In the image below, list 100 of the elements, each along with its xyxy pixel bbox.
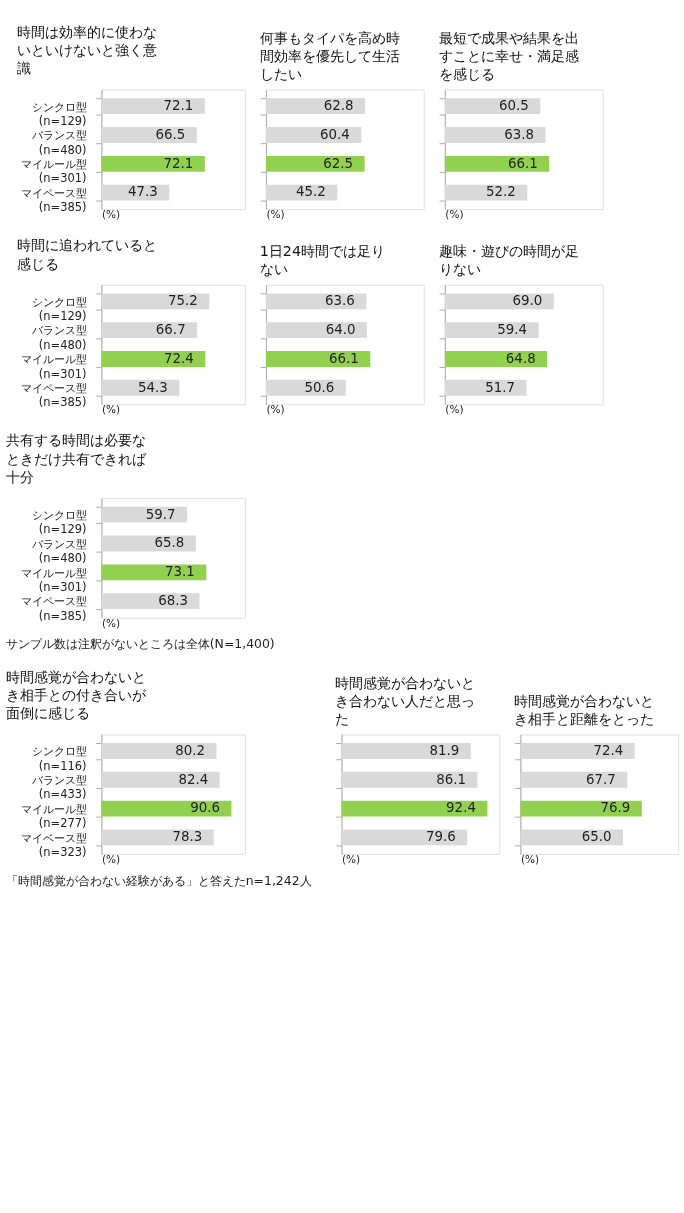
y-tick-label: シンクロ型 (n=116) — [31, 744, 87, 773]
data-label: 81.9 — [429, 742, 460, 758]
data-label: 75.2 — [168, 293, 198, 309]
bar — [444, 127, 546, 143]
bar — [101, 593, 200, 610]
y-tick-label: マイルール型 (n=301) — [20, 157, 87, 186]
y-tick-label: マイペース型 (n=385) — [20, 381, 87, 410]
data-label: 62.8 — [323, 98, 354, 114]
y-tick-label: マイルール型 (n=301) — [20, 565, 87, 594]
data-label: 66.1 — [507, 155, 538, 171]
x-axis-title: (%) — [445, 403, 464, 416]
data-label: 64.8 — [505, 350, 536, 366]
text: サンプル数は注釈がないところは全体(N=1,400) — [5, 636, 275, 652]
data-label: 72.4 — [593, 742, 624, 758]
chart-title: 最短で成果や結果を出すことに幸せ・満足感を感じる — [438, 29, 579, 83]
bar — [444, 322, 539, 339]
bar — [265, 98, 366, 115]
bar — [265, 293, 367, 310]
data-label: 51.7 — [485, 379, 515, 395]
data-label: 47.3 — [128, 184, 158, 200]
bar — [101, 564, 207, 581]
x-axis-title: (%) — [101, 403, 121, 416]
bar — [520, 800, 642, 817]
bar — [444, 155, 550, 172]
data-label: 72.1 — [163, 155, 194, 171]
data-label: 66.7 — [155, 321, 186, 337]
bar — [101, 506, 188, 523]
data-label: 67.7 — [586, 771, 616, 787]
x-axis-title: (%) — [101, 208, 121, 221]
data-label: 62.5 — [323, 155, 354, 171]
data-label: 76.9 — [600, 800, 631, 816]
x-axis-title: (%) — [445, 208, 464, 221]
x-axis-title: (%) — [101, 616, 121, 629]
y-tick-label: マイペース型 (n=385) — [20, 185, 87, 215]
data-label: 86.1 — [436, 771, 466, 787]
data-label: 50.6 — [304, 379, 335, 395]
data-label: 54.3 — [138, 379, 168, 395]
chart-title: 時間は効率的に使わないといけないと強く意識 — [17, 24, 158, 77]
bar — [444, 293, 554, 310]
x-axis-title: (%) — [266, 208, 285, 221]
y-tick-label: シンクロ型 (n=129) — [31, 507, 87, 537]
data-label: 72.4 — [164, 350, 194, 366]
data-label: 66.5 — [155, 126, 186, 142]
data-label: 60.5 — [499, 98, 529, 114]
y-tick-label: バランス型 (n=480) — [30, 128, 87, 157]
bar — [520, 771, 628, 788]
bar — [444, 351, 548, 367]
bar — [265, 351, 371, 367]
data-label: 59.4 — [497, 321, 528, 337]
bar — [101, 771, 220, 788]
y-tick-label: マイルール型 (n=277) — [20, 801, 87, 831]
bar — [444, 98, 541, 115]
bar — [520, 743, 635, 759]
data-label: 63.8 — [504, 126, 535, 142]
data-label: 82.4 — [178, 771, 209, 787]
bar — [265, 155, 365, 172]
bar — [520, 829, 624, 846]
chart-title: 時間感覚が合わないとき合わない人だと思った — [335, 674, 476, 727]
data-label: 59.7 — [145, 506, 176, 522]
bar — [341, 771, 478, 788]
chart-title: 時間感覚が合わないとき相手との付き合いが面倒に感じる — [5, 668, 147, 722]
data-label: 69.0 — [512, 293, 543, 309]
bar — [265, 322, 367, 339]
text: 「時間感覚が合わない経験がある」と答えたn=1,242人 — [5, 872, 312, 888]
chart-title: 何事もタイパを高め時間効率を優先して生活したい — [259, 29, 400, 83]
bar — [341, 800, 488, 817]
bar — [101, 351, 206, 367]
bar — [101, 800, 232, 817]
y-tick-label: バランス型 (n=433) — [30, 773, 87, 802]
data-label: 63.6 — [325, 293, 355, 309]
y-tick-label: マイベース型 (n=323) — [20, 830, 87, 860]
data-label: 65.8 — [154, 535, 185, 551]
chart-title: 1日24時間では足りない — [259, 243, 386, 278]
bar — [444, 184, 528, 201]
bar — [101, 743, 217, 759]
bar — [265, 127, 362, 143]
x-axis-title: (%) — [520, 853, 540, 866]
data-label: 72.1 — [163, 98, 194, 114]
data-label: 68.3 — [158, 592, 188, 608]
x-axis-title: (%) — [342, 853, 361, 866]
bar — [341, 743, 471, 759]
chart-title: 趣味・遊びの時間が足りない — [438, 243, 579, 278]
y-tick-label: シンクロ型 (n=129) — [31, 294, 87, 324]
data-label: 65.0 — [581, 829, 612, 845]
y-tick-label: バランス型 (n=480) — [30, 323, 87, 352]
data-label: 45.2 — [296, 184, 326, 200]
data-label: 79.6 — [425, 829, 456, 845]
data-label: 90.6 — [190, 800, 220, 816]
bar — [341, 829, 468, 846]
y-tick-label: マイルール型 (n=301) — [20, 352, 87, 381]
y-tick-label: バランス型 (n=480) — [30, 536, 87, 566]
data-label: 64.0 — [325, 321, 356, 337]
bar — [101, 829, 214, 846]
bar — [444, 379, 527, 396]
x-axis-title: (%) — [266, 403, 285, 416]
data-label: 80.2 — [175, 742, 206, 758]
bar — [101, 293, 210, 310]
data-label: 52.2 — [485, 184, 516, 200]
data-label: 66.1 — [329, 350, 359, 366]
y-tick-label: マイペース型 (n=385) — [20, 594, 87, 623]
